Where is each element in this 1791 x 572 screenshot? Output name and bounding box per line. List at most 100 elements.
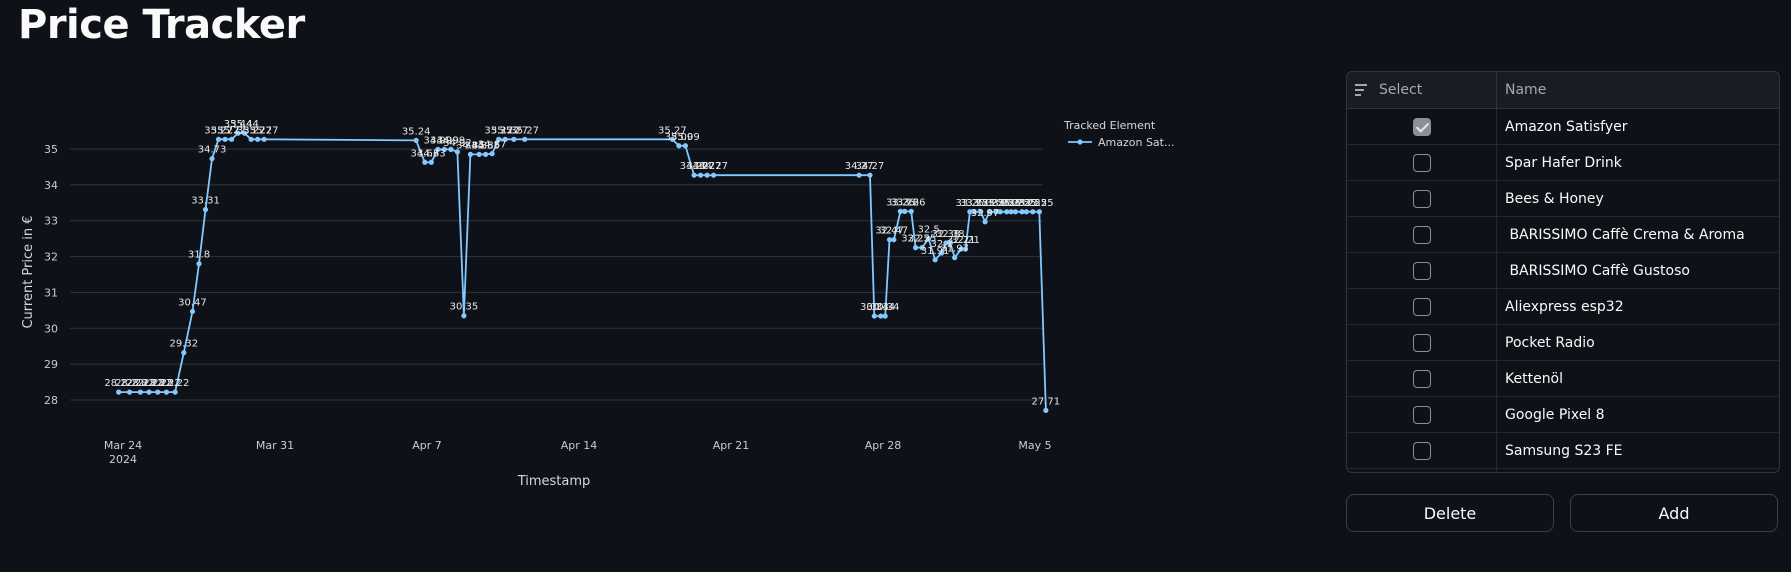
table-row[interactable]: Aliexpress esp32 <box>1347 289 1779 325</box>
data-point[interactable] <box>882 313 888 319</box>
series-line[interactable] <box>118 132 1047 411</box>
data-point[interactable] <box>155 389 161 395</box>
tracked-items-table[interactable]: Select Name Amazon Satisfyer Spar Hafer D… <box>1346 71 1780 473</box>
data-point[interactable] <box>146 389 152 395</box>
data-point[interactable] <box>454 149 460 155</box>
data-point[interactable] <box>522 136 528 142</box>
data-point[interactable] <box>489 151 495 157</box>
data-point[interactable] <box>1012 209 1019 215</box>
data-point[interactable] <box>997 209 1003 215</box>
select-cell[interactable] <box>1347 145 1497 180</box>
data-point[interactable] <box>698 172 704 178</box>
data-point[interactable] <box>952 255 958 261</box>
data-point[interactable] <box>856 172 862 178</box>
data-point[interactable] <box>691 172 697 178</box>
select-checkbox[interactable] <box>1412 405 1431 424</box>
data-point[interactable] <box>682 143 689 149</box>
data-point[interactable] <box>967 209 973 215</box>
select-checkbox[interactable] <box>1412 441 1431 460</box>
data-point[interactable] <box>886 237 893 243</box>
select-cell[interactable] <box>1347 253 1497 288</box>
data-point[interactable] <box>222 136 228 142</box>
data-point[interactable] <box>261 136 267 142</box>
select-cell[interactable] <box>1347 469 1497 472</box>
table-row[interactable]: Samsung S23 FE <box>1347 433 1779 469</box>
data-point[interactable] <box>126 389 133 395</box>
data-point[interactable] <box>669 136 675 142</box>
data-point[interactable] <box>982 219 988 225</box>
table-row[interactable]: Spar Hafer Drink <box>1347 145 1779 181</box>
data-point[interactable] <box>1008 209 1014 215</box>
data-point[interactable] <box>496 136 502 142</box>
data-point[interactable] <box>902 208 908 214</box>
data-point[interactable] <box>962 246 969 252</box>
data-point[interactable] <box>502 136 508 142</box>
data-point[interactable] <box>1043 407 1049 413</box>
data-point[interactable] <box>172 389 178 395</box>
select-checkbox[interactable] <box>1412 333 1431 352</box>
table-row[interactable]: Google Pixel 8 <box>1347 397 1779 433</box>
data-point[interactable] <box>242 130 248 136</box>
data-point[interactable] <box>958 246 964 252</box>
name-column-header[interactable]: Name <box>1497 72 1779 108</box>
data-point[interactable] <box>163 389 170 395</box>
data-point[interactable] <box>511 136 517 142</box>
table-row[interactable]: BARISSIMO Caffè Crema & Aroma <box>1347 217 1779 253</box>
data-point[interactable] <box>215 136 222 142</box>
data-point[interactable] <box>908 208 914 214</box>
select-checkbox[interactable] <box>1412 261 1431 280</box>
data-point[interactable] <box>137 389 143 395</box>
data-point[interactable] <box>1004 209 1010 215</box>
data-point[interactable] <box>422 159 428 165</box>
data-point[interactable] <box>912 245 919 251</box>
table-row[interactable]: Bees & Honey <box>1347 181 1779 217</box>
select-checkbox[interactable] <box>1412 297 1431 316</box>
data-point[interactable] <box>181 350 187 356</box>
data-point[interactable] <box>248 136 254 142</box>
table-row[interactable] <box>1347 469 1779 472</box>
data-point[interactable] <box>711 172 717 178</box>
data-point[interactable] <box>428 159 434 165</box>
data-point[interactable] <box>878 313 884 319</box>
select-checkbox[interactable] <box>1412 153 1431 172</box>
data-point[interactable] <box>413 137 419 143</box>
data-point[interactable] <box>986 209 993 215</box>
data-point[interactable] <box>993 209 999 215</box>
data-point[interactable] <box>196 261 202 267</box>
select-cell[interactable] <box>1347 217 1497 252</box>
add-button[interactable]: Add <box>1570 494 1778 532</box>
select-checkbox[interactable] <box>1412 225 1431 244</box>
data-point[interactable] <box>971 209 977 215</box>
data-point[interactable] <box>441 146 447 152</box>
data-point[interactable] <box>448 146 454 152</box>
data-point[interactable] <box>939 250 945 256</box>
select-cell[interactable] <box>1347 289 1497 324</box>
data-point[interactable] <box>932 257 938 263</box>
data-point[interactable] <box>1036 209 1042 215</box>
table-row[interactable]: Amazon Satisfyer <box>1347 109 1779 145</box>
data-point[interactable] <box>867 172 873 178</box>
data-point[interactable] <box>255 136 261 142</box>
data-point[interactable] <box>1030 209 1036 215</box>
table-row[interactable]: Pocket Radio <box>1347 325 1779 361</box>
data-point[interactable] <box>947 240 953 246</box>
data-point[interactable] <box>116 389 122 395</box>
data-point[interactable] <box>476 151 482 157</box>
price-chart[interactable]: 28 29 30 31 32 33 34 35 Mar 24 2024 Mar 31 Apr 7 Apr… <box>0 60 1320 572</box>
data-point[interactable] <box>704 172 710 178</box>
data-point[interactable] <box>1019 209 1025 215</box>
data-point[interactable] <box>978 209 984 215</box>
select-checkbox[interactable] <box>1412 117 1431 136</box>
data-point[interactable] <box>943 240 949 246</box>
data-point[interactable] <box>209 156 215 162</box>
data-point[interactable] <box>235 130 241 136</box>
data-point[interactable] <box>676 143 682 149</box>
data-point[interactable] <box>871 313 877 319</box>
select-cell[interactable] <box>1347 397 1497 432</box>
data-point[interactable] <box>461 313 467 319</box>
data-point[interactable] <box>228 136 235 142</box>
select-checkbox[interactable] <box>1412 369 1431 388</box>
data-point[interactable] <box>435 146 441 152</box>
select-column-header[interactable]: Select <box>1347 72 1497 108</box>
